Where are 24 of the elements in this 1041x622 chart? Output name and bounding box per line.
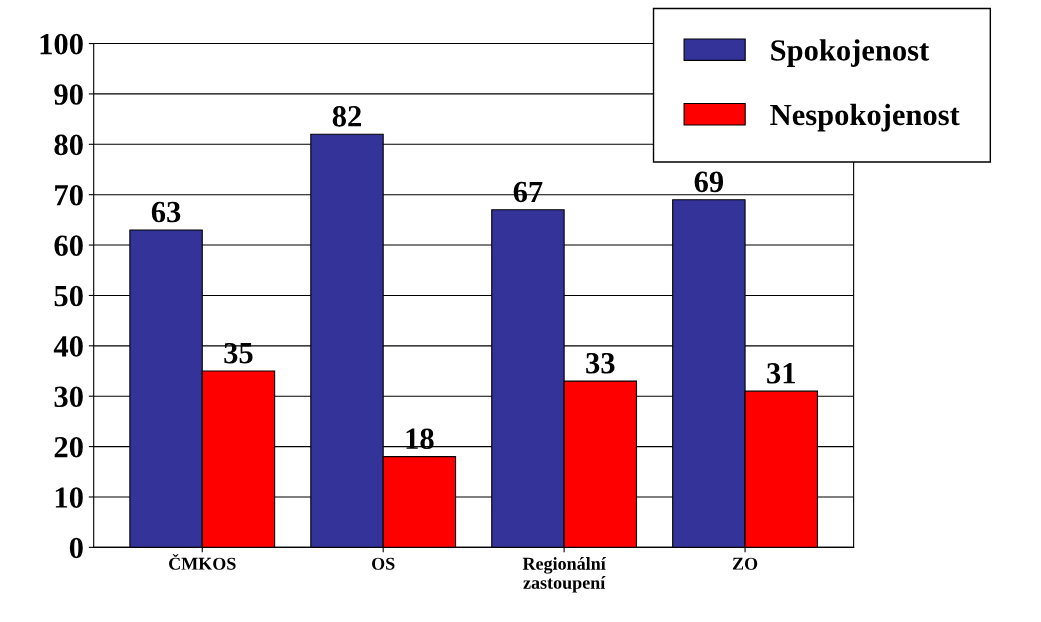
y-tick-label: 50 bbox=[54, 285, 83, 307]
x-tick-label: OS bbox=[372, 557, 395, 570]
y-tick-label: 20 bbox=[54, 436, 83, 458]
y-tick-label: 90 bbox=[54, 84, 83, 105]
data-label: 69 bbox=[694, 171, 724, 193]
y-tick-label: 70 bbox=[55, 184, 83, 206]
data-label: 18 bbox=[406, 428, 434, 450]
data-label: 31 bbox=[767, 363, 795, 384]
legend-label: Spokojenost bbox=[771, 39, 930, 67]
data-label: 82 bbox=[332, 106, 361, 127]
y-tick-label: 80 bbox=[54, 134, 83, 156]
y-tick-label: 0 bbox=[69, 537, 83, 559]
y-tick-label: 100 bbox=[40, 33, 83, 55]
x-tick-label: Regionální zastoupení bbox=[522, 557, 606, 593]
legend-label: Nespokojenost bbox=[770, 103, 960, 132]
y-tick-label: 40 bbox=[53, 336, 83, 357]
y-tick-label: 10 bbox=[55, 487, 83, 508]
data-label: 63 bbox=[151, 201, 181, 223]
data-label: 35 bbox=[224, 342, 253, 364]
data-label: 33 bbox=[586, 352, 615, 374]
y-tick-label: 60 bbox=[54, 235, 83, 256]
x-tick-label: ČMKOS bbox=[169, 553, 236, 570]
y-tick-label: 30 bbox=[54, 386, 83, 408]
x-tick-label: ZO bbox=[732, 557, 758, 570]
